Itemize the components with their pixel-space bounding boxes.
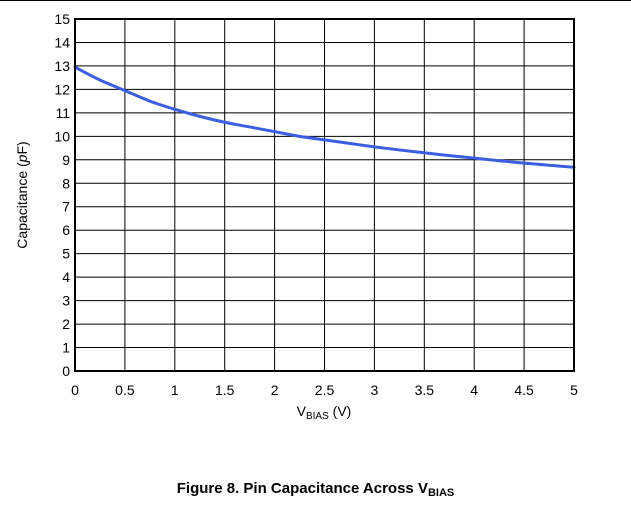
y-tick-label: 5 xyxy=(62,246,70,262)
y-tick-label: 3 xyxy=(62,293,70,309)
x-tick-labels: 0 0.5 1 1.5 2 2.5 3 3.5 4 4.5 5 xyxy=(71,382,578,398)
top-rule xyxy=(0,0,631,1)
y-tick-label: 7 xyxy=(62,199,70,215)
x-tick-label: 0.5 xyxy=(115,382,135,398)
y-tick-label: 9 xyxy=(62,152,70,168)
x-tick-label: 1.5 xyxy=(215,382,235,398)
x-axis-title: VBIAS (V) xyxy=(297,403,352,422)
y-tick-label: 2 xyxy=(62,316,70,332)
y-tick-label: 6 xyxy=(62,222,70,238)
y-tick-label: 12 xyxy=(54,81,70,97)
y-axis-title: Capacitance (pF) xyxy=(14,141,30,248)
x-tick-label: 1 xyxy=(171,382,179,398)
y-tick-label: 15 xyxy=(54,11,70,27)
x-tick-label: 4.5 xyxy=(514,382,534,398)
x-tick-label: 3 xyxy=(371,382,379,398)
y-tick-label: 11 xyxy=(55,105,70,121)
y-tick-label: 14 xyxy=(54,34,70,50)
x-tick-label: 5 xyxy=(570,382,578,398)
y-tick-label: 0 xyxy=(62,363,70,379)
y-tick-label: 8 xyxy=(62,175,70,191)
y-tick-label: 4 xyxy=(62,269,70,285)
x-tick-label: 2.5 xyxy=(315,382,335,398)
plot-series xyxy=(73,65,576,169)
plot-frame xyxy=(74,18,575,372)
x-tick-label: 3.5 xyxy=(415,382,435,398)
x-tick-label: 0 xyxy=(71,382,79,398)
y-tick-label: 10 xyxy=(54,128,70,144)
chart-grid xyxy=(74,18,575,372)
figure-caption: Figure 8. Pin Capacitance Across VBIAS xyxy=(176,480,455,499)
y-tick-label: 1 xyxy=(62,340,70,356)
x-tick-label: 2 xyxy=(271,382,279,398)
y-tick-label: 13 xyxy=(54,58,70,74)
x-tick-label: 4 xyxy=(470,382,478,398)
